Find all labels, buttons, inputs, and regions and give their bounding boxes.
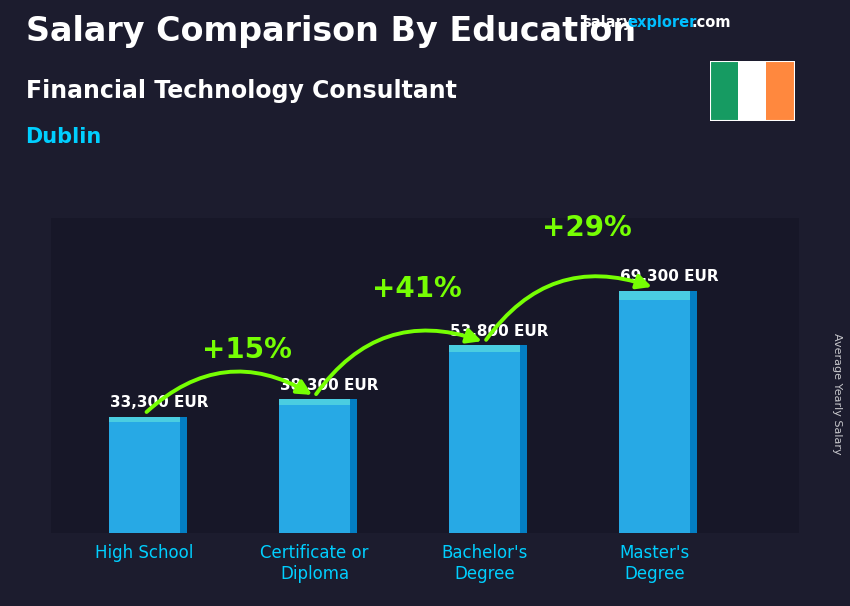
- Bar: [279, 399, 350, 405]
- Text: Financial Technology Consultant: Financial Technology Consultant: [26, 79, 456, 103]
- Text: Salary Comparison By Education: Salary Comparison By Education: [26, 15, 636, 48]
- Text: Dublin: Dublin: [26, 127, 102, 147]
- Bar: [520, 345, 527, 533]
- Text: 38,300 EUR: 38,300 EUR: [280, 378, 379, 393]
- Bar: [279, 399, 350, 533]
- Text: .com: .com: [692, 15, 731, 30]
- Text: salary: salary: [582, 15, 632, 30]
- Text: +29%: +29%: [541, 213, 632, 242]
- Text: 33,300 EUR: 33,300 EUR: [110, 395, 209, 410]
- Bar: [619, 291, 690, 301]
- Bar: [690, 291, 697, 533]
- Text: +41%: +41%: [371, 275, 462, 303]
- Bar: [109, 417, 180, 422]
- Text: Average Yearly Salary: Average Yearly Salary: [832, 333, 842, 454]
- Text: 69,300 EUR: 69,300 EUR: [620, 269, 719, 284]
- Text: 53,800 EUR: 53,800 EUR: [450, 324, 549, 339]
- Bar: [180, 417, 187, 533]
- Bar: [738, 61, 767, 121]
- Bar: [109, 417, 180, 533]
- Bar: [449, 345, 520, 353]
- Text: +15%: +15%: [201, 336, 292, 364]
- Bar: [710, 61, 738, 121]
- Bar: [350, 399, 357, 533]
- Bar: [767, 61, 795, 121]
- Bar: [619, 291, 690, 533]
- Text: explorer: explorer: [627, 15, 697, 30]
- Bar: [449, 345, 520, 533]
